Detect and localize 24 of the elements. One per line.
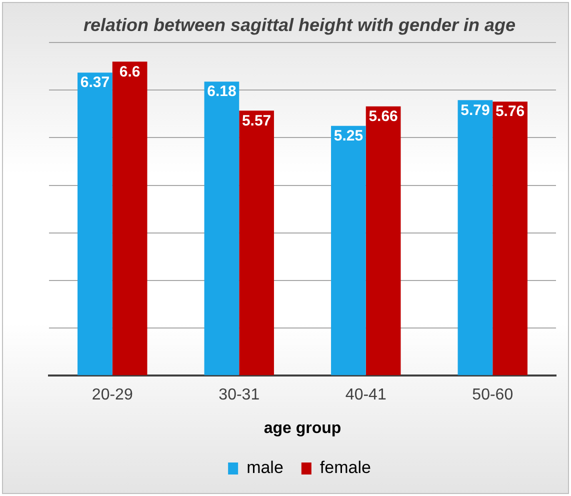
bar	[492, 102, 528, 376]
bar	[78, 72, 112, 376]
bar	[458, 100, 493, 376]
x-tick-label: 40-41	[345, 386, 386, 404]
data-label: 5.25	[334, 127, 364, 144]
data-label: 6.18	[207, 83, 236, 100]
bar	[366, 106, 401, 376]
bar	[112, 62, 148, 376]
legend-label: male	[246, 458, 284, 478]
data-label: 6.6	[119, 63, 140, 80]
bar	[331, 126, 366, 376]
x-axis-title: age group	[264, 420, 342, 437]
data-label: 5.66	[368, 108, 398, 125]
data-label: 5.57	[242, 112, 272, 130]
x-tick-label: 50-60	[472, 386, 514, 404]
data-label: 5.76	[495, 103, 525, 120]
chart-title: relation between sagittal height with gender in age	[83, 14, 516, 35]
data-label: 6.37	[80, 74, 110, 92]
data-label: 5.79	[460, 102, 490, 119]
x-tick-label: 20-29	[92, 386, 133, 404]
bar	[204, 82, 240, 376]
x-tick-label: 30-31	[218, 386, 260, 404]
bar	[239, 110, 274, 376]
legend-label: female	[320, 458, 371, 478]
